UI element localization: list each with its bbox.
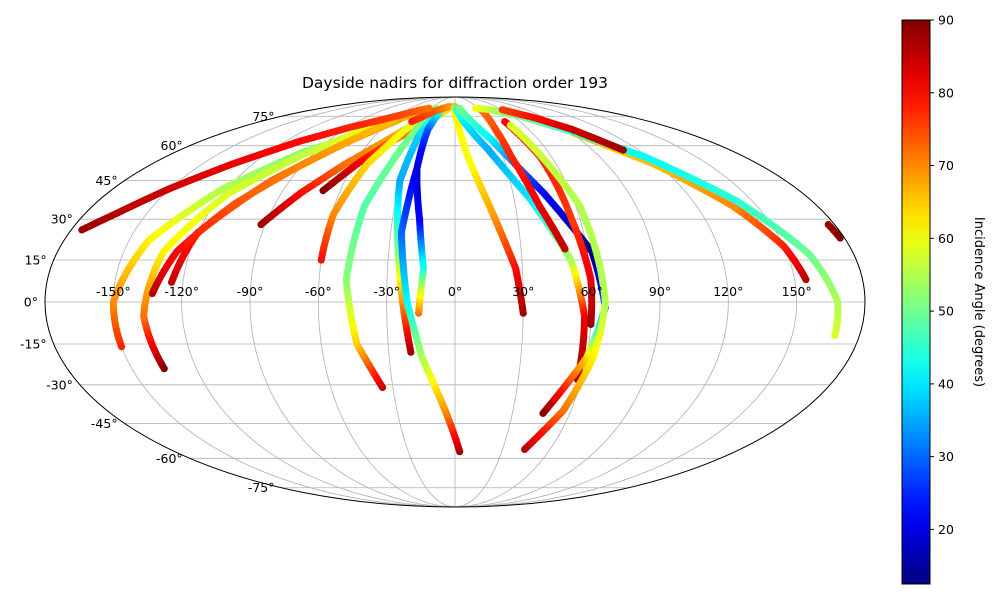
lon-tick-label: -30° bbox=[373, 284, 400, 299]
lat-tick-label: 75° bbox=[252, 109, 274, 124]
colorbar-tick-label: 20 bbox=[938, 522, 954, 537]
lon-tick-label: 60° bbox=[581, 284, 603, 299]
data-point bbox=[472, 104, 480, 112]
lat-tick-label: 0° bbox=[24, 295, 38, 310]
data-point bbox=[506, 121, 515, 129]
colorbar-tick-label: 70 bbox=[938, 158, 954, 173]
lon-tick-label: 90° bbox=[649, 284, 671, 299]
graticule bbox=[45, 96, 865, 508]
colorbar-tick-label: 90 bbox=[938, 13, 954, 28]
lon-tick-label: -120° bbox=[164, 284, 199, 299]
data-point bbox=[425, 104, 433, 112]
lon-tick-label: -90° bbox=[237, 284, 264, 299]
lon-tick-label: 150° bbox=[782, 284, 812, 299]
lat-tick-label: -15° bbox=[20, 337, 47, 352]
lon-tick-label: -150° bbox=[96, 284, 131, 299]
data-point bbox=[824, 220, 832, 229]
map-frame bbox=[44, 96, 866, 508]
colorbar-label: Incidence Angle (degrees) bbox=[971, 217, 986, 387]
lon-tick-label: -60° bbox=[305, 284, 332, 299]
data-point bbox=[455, 104, 464, 112]
colorbar-gradient bbox=[901, 19, 931, 585]
data-points bbox=[78, 103, 844, 456]
data-point bbox=[413, 164, 421, 173]
latitude-tick-labels: -75° -60° -45° -30° -15° 0° 15° 30° 45° 60° 75° bbox=[20, 109, 274, 495]
lat-tick-label: -45° bbox=[91, 416, 118, 431]
colorbar-ticks: 20 30 40 50 60 70 80 90 bbox=[930, 13, 954, 537]
lat-tick-label: -60° bbox=[156, 451, 183, 466]
chart-title: Dayside nadirs for diffraction order 193 bbox=[302, 74, 608, 92]
data-point bbox=[501, 117, 509, 126]
lat-tick-label: 30° bbox=[51, 212, 73, 227]
colorbar-tick-label: 80 bbox=[938, 85, 954, 100]
lat-tick-label: -30° bbox=[46, 377, 73, 392]
lat-tick-label: -75° bbox=[248, 480, 275, 495]
longitude-tick-labels: -150° -120° -90° -60° -30° 0° 30° 60° 90° 120° 150… bbox=[96, 284, 812, 299]
data-point bbox=[498, 106, 506, 114]
lon-tick-label: 30° bbox=[512, 284, 534, 299]
lon-tick-label: 0° bbox=[448, 284, 462, 299]
colorbar-tick-label: 40 bbox=[938, 376, 954, 391]
lon-tick-label: 120° bbox=[713, 284, 743, 299]
colorbar-tick-label: 30 bbox=[938, 449, 954, 464]
colorbar-tick-label: 60 bbox=[938, 231, 954, 246]
colorbar: 20 30 40 50 60 70 80 90 Incidence Angle (degree… bbox=[901, 13, 986, 585]
lat-tick-label: 15° bbox=[25, 253, 47, 268]
lat-tick-label: 60° bbox=[161, 138, 183, 153]
lat-tick-label: 45° bbox=[95, 173, 117, 188]
colorbar-tick-label: 50 bbox=[938, 304, 954, 319]
